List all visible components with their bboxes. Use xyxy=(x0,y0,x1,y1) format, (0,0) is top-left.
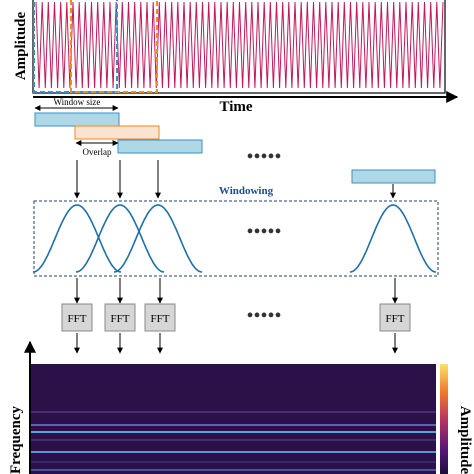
fft-box-3 xyxy=(144,303,176,332)
window-bars: Window size Overlap ••••• xyxy=(34,97,436,184)
window-size-label: Window size xyxy=(54,97,101,107)
signal-panel: Amplitude Time xyxy=(13,0,459,115)
fft-arrows xyxy=(74,278,398,304)
fft-box-2-label: FFT xyxy=(111,313,130,325)
window-curve-1 xyxy=(32,204,122,273)
colorbar xyxy=(440,364,448,474)
windowing-panel: Windowing ••••• xyxy=(32,185,439,277)
signal-y-label: Amplitude xyxy=(13,11,29,80)
window-bar-1 xyxy=(34,112,120,127)
window-curve-last xyxy=(349,204,437,273)
overlap-label: Overlap xyxy=(83,147,112,157)
spectrogram-arrows xyxy=(74,333,398,354)
spectrogram-y-label: Frequency xyxy=(8,405,24,474)
fft-boxes: FFT FFT FFT ••••• FFT xyxy=(61,303,411,332)
fft-box-1 xyxy=(61,303,93,332)
window-highlight-orange xyxy=(70,0,158,93)
fft-box-last xyxy=(379,303,411,332)
fft-box-2 xyxy=(104,303,136,332)
fft-box-3-label: FFT xyxy=(151,313,170,325)
windowing-box xyxy=(33,200,439,277)
ellipsis-dots-1: ••••• xyxy=(246,146,281,168)
signal-x-label: Time xyxy=(219,99,252,115)
colorbar-label: Amplitude xyxy=(457,406,473,474)
windowing-arrows xyxy=(74,160,396,199)
window-bar-2 xyxy=(74,125,160,140)
fft-box-last-label: FFT xyxy=(386,313,405,325)
signal-waveform xyxy=(35,1,444,89)
windowing-label: Windowing xyxy=(219,185,274,197)
spectrogram-image xyxy=(31,364,436,474)
spectrogram-panel: Frequency Amplitude xyxy=(8,340,473,474)
window-curve-2 xyxy=(75,204,165,273)
window-bar-3 xyxy=(117,139,203,154)
window-bar-last xyxy=(351,169,436,184)
spectrogram-lines xyxy=(31,411,436,471)
window-curve-3 xyxy=(113,204,203,273)
ellipsis-dots-3: ••••• xyxy=(246,305,281,327)
fft-box-1-label: FFT xyxy=(68,313,87,325)
ellipsis-dots-2: ••••• xyxy=(246,221,281,243)
